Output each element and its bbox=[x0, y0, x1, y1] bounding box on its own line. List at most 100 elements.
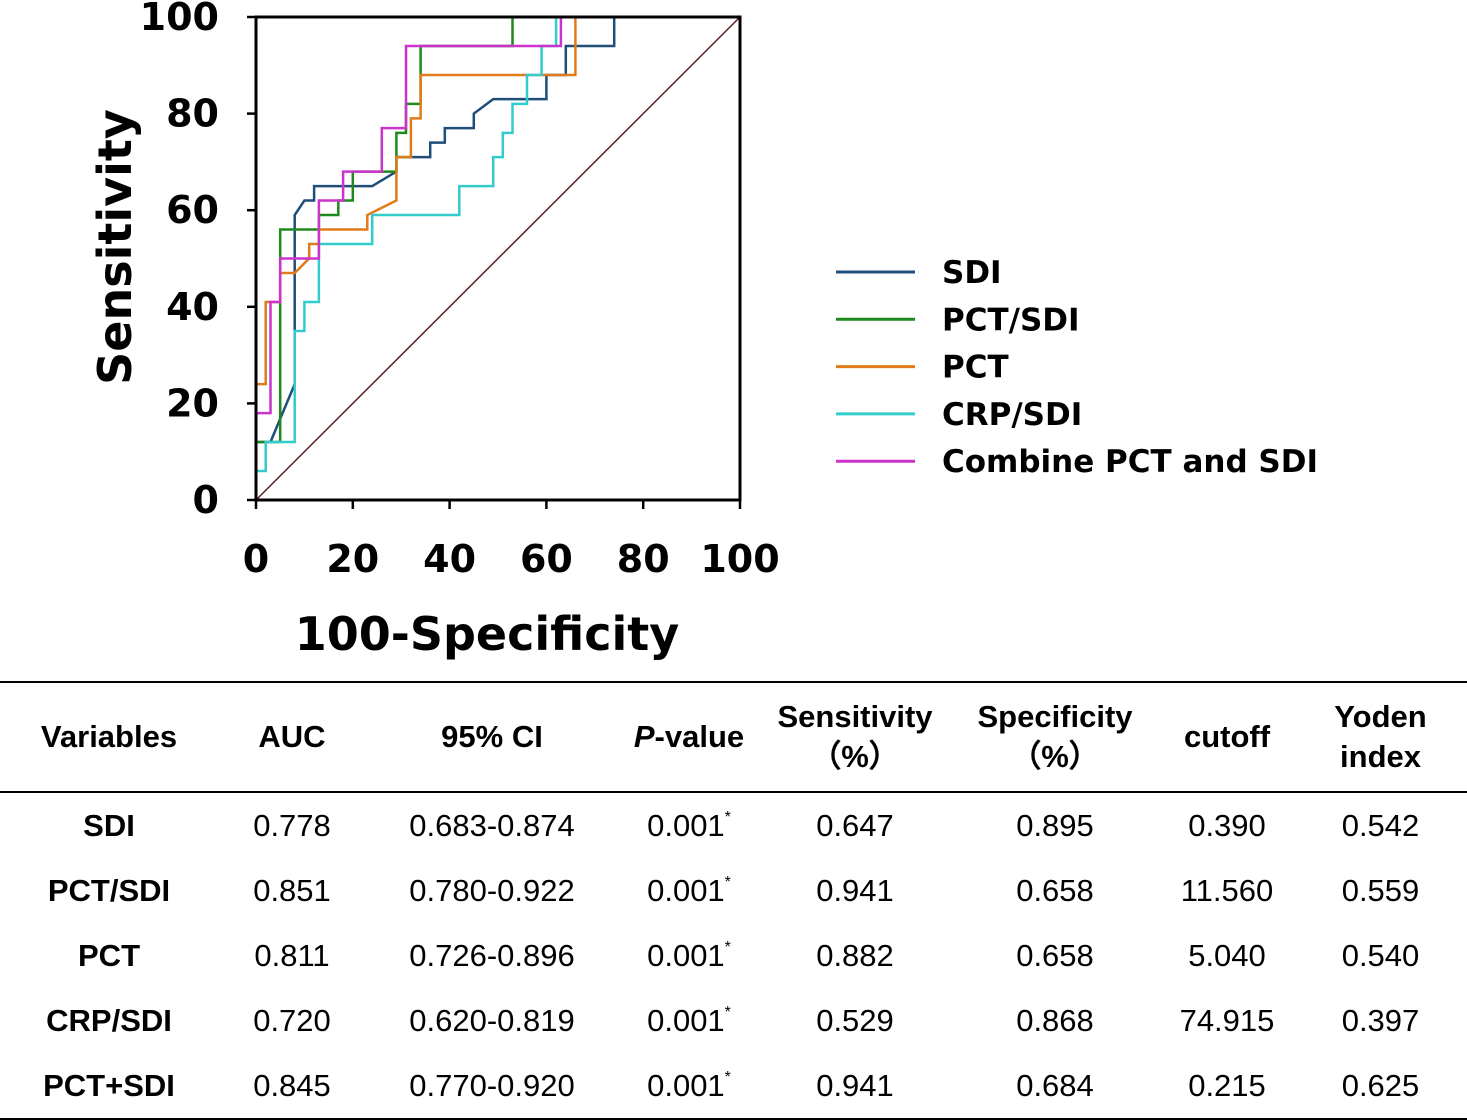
cell-specificity: 0.658 bbox=[1016, 872, 1094, 908]
cell-yoden: 0.397 bbox=[1341, 1002, 1420, 1038]
footnote-mark: * bbox=[724, 873, 731, 891]
y-tick-label: 60 bbox=[166, 188, 219, 232]
cell-auc: 0.851 bbox=[253, 872, 331, 908]
y-tick-label: 20 bbox=[166, 381, 219, 425]
header-yoden-line2: index bbox=[1340, 739, 1421, 774]
cell-variable: PCT+SDI bbox=[0, 1053, 218, 1120]
cell-sensitivity: 0.647 bbox=[816, 807, 894, 843]
header-row: Variables AUC 95% CI P-value Sensitivity… bbox=[0, 681, 1467, 793]
header-variables: Variables bbox=[0, 681, 218, 793]
tick-layer: 0 20 40 60 80 100 0 20 40 60 80 100 bbox=[140, 0, 780, 581]
header-sensitivity: Sensitivity （%） bbox=[760, 681, 950, 793]
cell-cutoff: 0.390 bbox=[1188, 807, 1266, 843]
y-tick-label: 80 bbox=[166, 92, 219, 136]
cell-sensitivity: 0.941 bbox=[816, 872, 894, 908]
y-tick-label: 0 bbox=[193, 478, 219, 522]
series-line-combine-pct-and-sdi bbox=[254, 15, 740, 500]
x-axis-title: 100-Specificity bbox=[295, 607, 680, 661]
footnote-mark: * bbox=[724, 1003, 731, 1021]
cell-sensitivity: 0.941 bbox=[760, 1053, 950, 1120]
footnote-mark: * bbox=[724, 1068, 731, 1086]
cell-variable: CRP/SDI bbox=[46, 1002, 172, 1038]
p-value-text: 0.001 bbox=[647, 1002, 725, 1038]
legend-item-combine-pct-and-sdi: Combine PCT and SDI bbox=[836, 444, 1318, 480]
header-specificity-line1: Specificity bbox=[977, 699, 1133, 734]
cell-variable: PCT/SDI bbox=[47, 872, 171, 908]
cell-ci: 0.683-0.874 bbox=[409, 807, 575, 843]
header-p-value: P-value bbox=[618, 681, 760, 793]
diagonal-reference-line bbox=[255, 16, 741, 501]
legend-item-pct-sdi: PCT/SDI bbox=[836, 302, 1080, 338]
cell-ci: 0.620-0.819 bbox=[409, 1002, 575, 1038]
cell-yoden: 0.540 bbox=[1341, 937, 1420, 973]
cell-sensitivity: 0.882 bbox=[816, 937, 894, 973]
legend-item-sdi: SDI bbox=[836, 255, 1002, 291]
cell-p-value: 0.001* bbox=[618, 792, 760, 858]
x-tick-label: 0 bbox=[243, 537, 269, 581]
cell-auc: 0.811 bbox=[254, 937, 330, 973]
cell-variable: PCT bbox=[78, 937, 140, 973]
header-specificity-line2: （%） bbox=[1010, 739, 1100, 774]
cell-p-value: 0.001* bbox=[618, 923, 760, 988]
x-tick-label: 100 bbox=[700, 537, 779, 581]
table-header: Variables AUC 95% CI P-value Sensitivity… bbox=[0, 681, 1467, 793]
table-row: PCT/SDI 0.851 0.780-0.922 0.001* 0.941 0… bbox=[0, 858, 1467, 923]
legend-item-crp-sdi: CRP/SDI bbox=[836, 397, 1082, 433]
cell-sensitivity: 0.529 bbox=[816, 1002, 894, 1038]
x-tick-label: 60 bbox=[520, 537, 573, 581]
legend: SDI PCT/SDI PCT CRP/SDI Combine PCT and SDI bbox=[836, 255, 1318, 480]
cell-cutoff: 74.915 bbox=[1179, 1002, 1275, 1038]
plot-frame bbox=[254, 15, 742, 502]
cell-specificity: 0.658 bbox=[1016, 937, 1094, 973]
cell-p-value: 0.001* bbox=[618, 988, 760, 1053]
x-tick-label: 80 bbox=[617, 537, 670, 581]
cell-yoden: 0.542 bbox=[1341, 807, 1420, 843]
cell-p-value: 0.001* bbox=[618, 1053, 760, 1120]
series-line-crp-sdi bbox=[254, 15, 740, 500]
cell-yoden: 0.559 bbox=[1341, 872, 1420, 908]
cell-cutoff: 5.040 bbox=[1188, 937, 1266, 973]
series-layer bbox=[254, 15, 740, 500]
legend-label: Combine PCT and SDI bbox=[942, 444, 1318, 480]
cell-variable: SDI bbox=[83, 807, 135, 843]
p-value-text: 0.001 bbox=[647, 807, 725, 843]
cell-auc: 0.845 bbox=[218, 1053, 366, 1120]
table-row: PCT 0.811 0.726-0.896 0.001* 0.882 0.658… bbox=[0, 923, 1467, 988]
roc-chart: 0 20 40 60 80 100 0 20 40 60 80 100 100-Specificity… bbox=[88, 0, 1318, 661]
p-value-text: 0.001 bbox=[647, 937, 725, 973]
legend-label: SDI bbox=[942, 255, 1002, 291]
cell-specificity: 0.684 bbox=[950, 1053, 1160, 1120]
cell-yoden: 0.625 bbox=[1294, 1053, 1467, 1120]
cell-cutoff: 11.560 bbox=[1180, 872, 1274, 908]
header-yoden: Yoden index bbox=[1294, 681, 1467, 793]
x-tick-label: 40 bbox=[423, 537, 476, 581]
footnote-mark: * bbox=[724, 938, 731, 956]
cell-p-value: 0.001* bbox=[618, 858, 760, 923]
table-row: PCT+SDI 0.845 0.770-0.920 0.001* 0.941 0… bbox=[0, 1053, 1467, 1120]
cell-specificity: 0.895 bbox=[1016, 807, 1094, 843]
y-axis-title: Sensitivity bbox=[88, 109, 142, 385]
p-value-text: 0.001 bbox=[647, 1067, 725, 1103]
header-cutoff: cutoff bbox=[1160, 681, 1294, 793]
table-row: CRP/SDI 0.720 0.620-0.819 0.001* 0.529 0… bbox=[0, 988, 1467, 1053]
table-body: SDI 0.778 0.683-0.874 0.001* 0.647 0.895… bbox=[0, 792, 1467, 1120]
cell-ci: 0.770-0.920 bbox=[366, 1053, 618, 1120]
header-sensitivity-line2: （%） bbox=[810, 739, 900, 774]
y-tick-label: 40 bbox=[166, 285, 219, 329]
cell-ci: 0.726-0.896 bbox=[409, 937, 575, 973]
legend-label: PCT/SDI bbox=[942, 302, 1080, 338]
cell-auc: 0.778 bbox=[253, 807, 331, 843]
header-ci: 95% CI bbox=[366, 681, 618, 793]
y-tick-label: 100 bbox=[140, 0, 219, 39]
cell-specificity: 0.868 bbox=[1016, 1002, 1094, 1038]
legend-label: CRP/SDI bbox=[942, 397, 1082, 433]
legend-label: PCT bbox=[942, 350, 1009, 386]
header-yoden-line1: Yoden bbox=[1334, 699, 1427, 734]
header-p-rest: -value bbox=[654, 719, 745, 754]
p-value-text: 0.001 bbox=[647, 872, 725, 908]
x-tick-label: 20 bbox=[326, 537, 379, 581]
cell-cutoff: 0.215 bbox=[1160, 1053, 1294, 1120]
header-auc: AUC bbox=[218, 681, 366, 793]
results-table: Variables AUC 95% CI P-value Sensitivity… bbox=[0, 681, 1467, 1120]
header-sensitivity-line1: Sensitivity bbox=[777, 699, 933, 734]
